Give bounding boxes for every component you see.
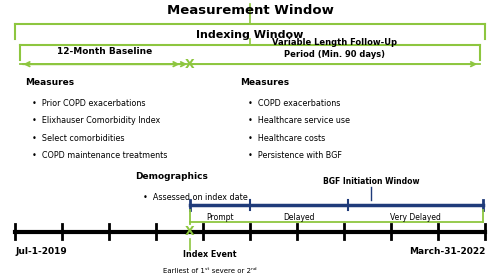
Text: Index Event: Index Event [183, 250, 237, 259]
Text: •  Elixhauser Comorbidity Index: • Elixhauser Comorbidity Index [32, 116, 161, 125]
Text: Variable Length Follow-Up
Period (Min. 90 days): Variable Length Follow-Up Period (Min. 9… [272, 39, 398, 59]
Text: Jul-1-2019: Jul-1-2019 [15, 247, 67, 256]
Text: •  COPD exacerbations: • COPD exacerbations [248, 99, 340, 108]
Text: Earliest of 1ˢᵗ severe or 2ⁿᵈ: Earliest of 1ˢᵗ severe or 2ⁿᵈ [163, 268, 257, 274]
Text: •  Persistence with BGF: • Persistence with BGF [248, 151, 342, 160]
Text: Demographics: Demographics [135, 172, 208, 181]
Text: BGF Initiation Window: BGF Initiation Window [323, 177, 420, 186]
Text: Measures: Measures [25, 78, 74, 87]
Text: •  COPD maintenance treatments: • COPD maintenance treatments [32, 151, 168, 160]
Text: Measurement Window: Measurement Window [166, 4, 334, 17]
Text: Prompt: Prompt [206, 213, 234, 222]
Text: March-31-2022: March-31-2022 [408, 247, 485, 256]
Text: •  Assessed on index date: • Assessed on index date [142, 193, 248, 201]
Text: Indexing Window: Indexing Window [196, 30, 304, 40]
Text: 12-Month Baseline: 12-Month Baseline [58, 47, 152, 56]
Text: Measures: Measures [240, 78, 289, 87]
Text: •  Select comorbidities: • Select comorbidities [32, 134, 125, 143]
Text: X: X [185, 58, 195, 71]
Text: X: X [185, 225, 195, 238]
Text: Very Delayed: Very Delayed [390, 213, 440, 222]
Text: •  Healthcare service use: • Healthcare service use [248, 116, 350, 125]
Text: Delayed: Delayed [283, 213, 314, 222]
Text: •  Healthcare costs: • Healthcare costs [248, 134, 325, 143]
Text: •  Prior COPD exacerbations: • Prior COPD exacerbations [32, 99, 146, 108]
